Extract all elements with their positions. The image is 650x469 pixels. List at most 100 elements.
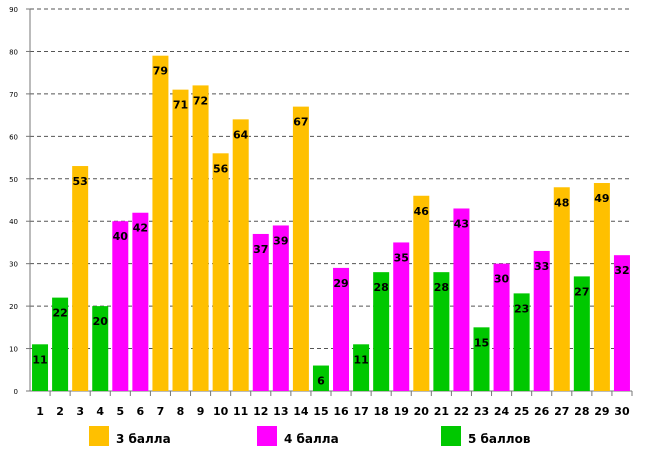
bar xyxy=(453,208,470,391)
data-label: 79 xyxy=(153,65,168,78)
x-tick-label: 5 xyxy=(116,405,124,418)
data-label: 32 xyxy=(614,264,629,277)
x-tick-label: 17 xyxy=(353,405,368,418)
y-tick-label: 70 xyxy=(9,91,18,99)
data-label: 42 xyxy=(133,222,148,235)
bar xyxy=(613,255,630,391)
legend-swatch xyxy=(441,426,461,446)
data-label: 29 xyxy=(333,277,348,290)
data-label: 37 xyxy=(253,243,268,256)
bar xyxy=(32,344,49,391)
data-label: 64 xyxy=(233,128,249,141)
bar xyxy=(92,306,109,391)
bar xyxy=(292,106,309,391)
bar xyxy=(333,267,350,391)
data-label: 40 xyxy=(113,230,129,243)
bar xyxy=(232,119,249,391)
x-tick-label: 14 xyxy=(293,405,309,418)
data-label: 56 xyxy=(213,162,229,175)
data-label: 39 xyxy=(273,234,288,247)
y-tick-label: 50 xyxy=(9,176,18,184)
x-tick-label: 15 xyxy=(313,405,328,418)
bar xyxy=(353,344,370,391)
x-tick-label: 28 xyxy=(574,405,589,418)
data-label: 15 xyxy=(474,336,489,349)
x-tick-label: 25 xyxy=(514,405,529,418)
data-label: 43 xyxy=(454,217,469,230)
data-label: 11 xyxy=(353,353,368,366)
data-label: 71 xyxy=(173,99,188,112)
y-tick-label: 90 xyxy=(9,6,18,14)
x-tick-label: 1 xyxy=(36,405,44,418)
x-tick-label: 27 xyxy=(554,405,569,418)
x-tick-label: 22 xyxy=(454,405,469,418)
bar xyxy=(212,153,229,391)
bar xyxy=(593,183,610,391)
data-label: 35 xyxy=(394,251,409,264)
x-tick-label: 8 xyxy=(177,405,185,418)
bar xyxy=(573,276,590,391)
bar xyxy=(272,225,289,391)
x-tick-label: 13 xyxy=(273,405,288,418)
bar xyxy=(312,365,329,391)
bar xyxy=(192,85,209,392)
legend-swatch xyxy=(89,426,109,446)
x-tick-label: 4 xyxy=(96,405,104,418)
x-tick-label: 26 xyxy=(534,405,550,418)
bar xyxy=(553,187,570,391)
x-tick-label: 19 xyxy=(394,405,409,418)
bar xyxy=(533,250,550,391)
data-label: 49 xyxy=(594,192,609,205)
data-label: 48 xyxy=(554,196,569,209)
bar xyxy=(172,89,189,392)
y-tick-label: 60 xyxy=(9,133,18,141)
data-label: 20 xyxy=(93,315,109,328)
bar xyxy=(112,221,129,391)
x-tick-label: 10 xyxy=(213,405,229,418)
y-tick-label: 40 xyxy=(9,218,18,226)
legend-swatch xyxy=(257,426,277,446)
x-tick-label: 23 xyxy=(474,405,489,418)
y-tick-label: 10 xyxy=(9,346,18,354)
bar xyxy=(52,297,69,391)
data-label: 33 xyxy=(534,260,549,273)
data-label: 27 xyxy=(574,285,589,298)
legend-label: 3 балла xyxy=(116,432,171,446)
data-label: 6 xyxy=(317,375,325,388)
bar xyxy=(473,327,490,391)
y-tick-label: 30 xyxy=(9,261,18,269)
x-tick-label: 21 xyxy=(434,405,449,418)
data-label: 22 xyxy=(52,307,67,320)
y-tick-label: 20 xyxy=(9,303,18,311)
data-label: 46 xyxy=(414,205,430,218)
data-label: 28 xyxy=(434,281,449,294)
x-tick-label: 30 xyxy=(614,405,630,418)
x-tick-label: 9 xyxy=(197,405,205,418)
x-tick-label: 18 xyxy=(374,405,389,418)
data-label: 23 xyxy=(514,302,529,315)
legend-label: 4 балла xyxy=(284,432,339,446)
bar xyxy=(393,242,410,391)
x-tick-label: 7 xyxy=(157,405,165,418)
bar xyxy=(132,212,149,391)
y-tick-label: 80 xyxy=(9,48,18,56)
x-tick-label: 6 xyxy=(137,405,145,418)
x-tick-label: 12 xyxy=(253,405,268,418)
data-label: 67 xyxy=(293,116,308,129)
data-label: 72 xyxy=(193,94,208,107)
bar xyxy=(373,272,390,391)
x-tick-label: 20 xyxy=(414,405,430,418)
x-tick-label: 11 xyxy=(233,405,248,418)
bar xyxy=(413,195,430,391)
y-tick-label: 0 xyxy=(14,388,18,396)
data-label: 30 xyxy=(494,273,510,286)
bar xyxy=(493,263,510,391)
x-tick-label: 2 xyxy=(56,405,64,418)
bar xyxy=(72,166,89,391)
x-tick-label: 16 xyxy=(333,405,349,418)
x-tick-label: 3 xyxy=(76,405,84,418)
data-label: 28 xyxy=(374,281,389,294)
data-label: 53 xyxy=(73,175,88,188)
bar xyxy=(252,233,269,391)
